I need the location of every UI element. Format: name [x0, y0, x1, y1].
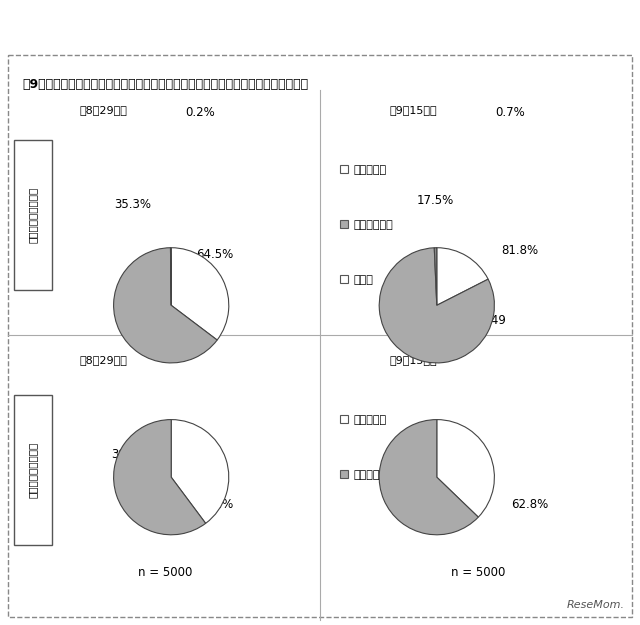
Text: n = 1645: n = 1645	[138, 314, 193, 326]
Wedge shape	[171, 248, 228, 340]
Text: 81.8%: 81.8%	[501, 244, 539, 256]
Text: 39.8%: 39.8%	[111, 449, 148, 461]
Text: 60.2%: 60.2%	[196, 499, 234, 511]
Text: n = 5000: n = 5000	[451, 566, 505, 579]
Wedge shape	[114, 419, 205, 535]
Text: 0.7%: 0.7%	[495, 106, 525, 119]
Bar	[8, 55, 632, 617]
Text: 【8月29日】: 【8月29日】	[80, 355, 128, 365]
Text: 0.2%: 0.2%	[185, 106, 215, 119]
Bar	[14, 140, 52, 290]
Wedge shape	[380, 248, 494, 363]
Text: 【8月29日】: 【8月29日】	[80, 105, 128, 115]
Wedge shape	[171, 419, 228, 523]
Text: ReseMom.: ReseMom.	[567, 600, 625, 610]
Bar	[14, 395, 52, 545]
Text: 62.8%: 62.8%	[511, 499, 548, 511]
Text: 住民アンケート調査: 住民アンケート調査	[28, 187, 38, 243]
Wedge shape	[436, 248, 488, 305]
Text: 知っていた: 知っていた	[353, 165, 386, 175]
Text: 37.2%: 37.2%	[421, 449, 459, 461]
Wedge shape	[114, 248, 217, 363]
Text: 35.3%: 35.3%	[115, 199, 152, 211]
Wedge shape	[436, 419, 494, 517]
Bar	[340, 470, 348, 478]
Text: 【9月15日】: 【9月15日】	[390, 355, 438, 365]
Bar	[340, 275, 348, 283]
Text: 無回答: 無回答	[353, 275, 373, 285]
Text: インターネット調査: インターネット調査	[28, 442, 38, 498]
Wedge shape	[170, 248, 172, 305]
Wedge shape	[380, 419, 478, 535]
Wedge shape	[435, 248, 437, 305]
Bar	[340, 220, 348, 228]
Bar	[340, 415, 348, 423]
Text: 問9　弾道ミサイルに備えてとるべき身の安全を守るための行動をご存知でしたか？: 問9 弾道ミサイルに備えてとるべき身の安全を守るための行動をご存知でしたか？	[22, 78, 308, 91]
Text: 17.5%: 17.5%	[417, 194, 454, 206]
Text: 64.5%: 64.5%	[196, 249, 234, 261]
Text: 知らなかった: 知らなかった	[353, 470, 393, 480]
Text: 【9月15日】: 【9月15日】	[390, 105, 438, 115]
Text: n = 5000: n = 5000	[138, 566, 192, 579]
Text: 知っていた: 知っていた	[353, 415, 386, 425]
Text: 知らなかった: 知らなかった	[353, 220, 393, 230]
Text: n = 1649: n = 1649	[451, 314, 506, 326]
Bar	[340, 165, 348, 173]
